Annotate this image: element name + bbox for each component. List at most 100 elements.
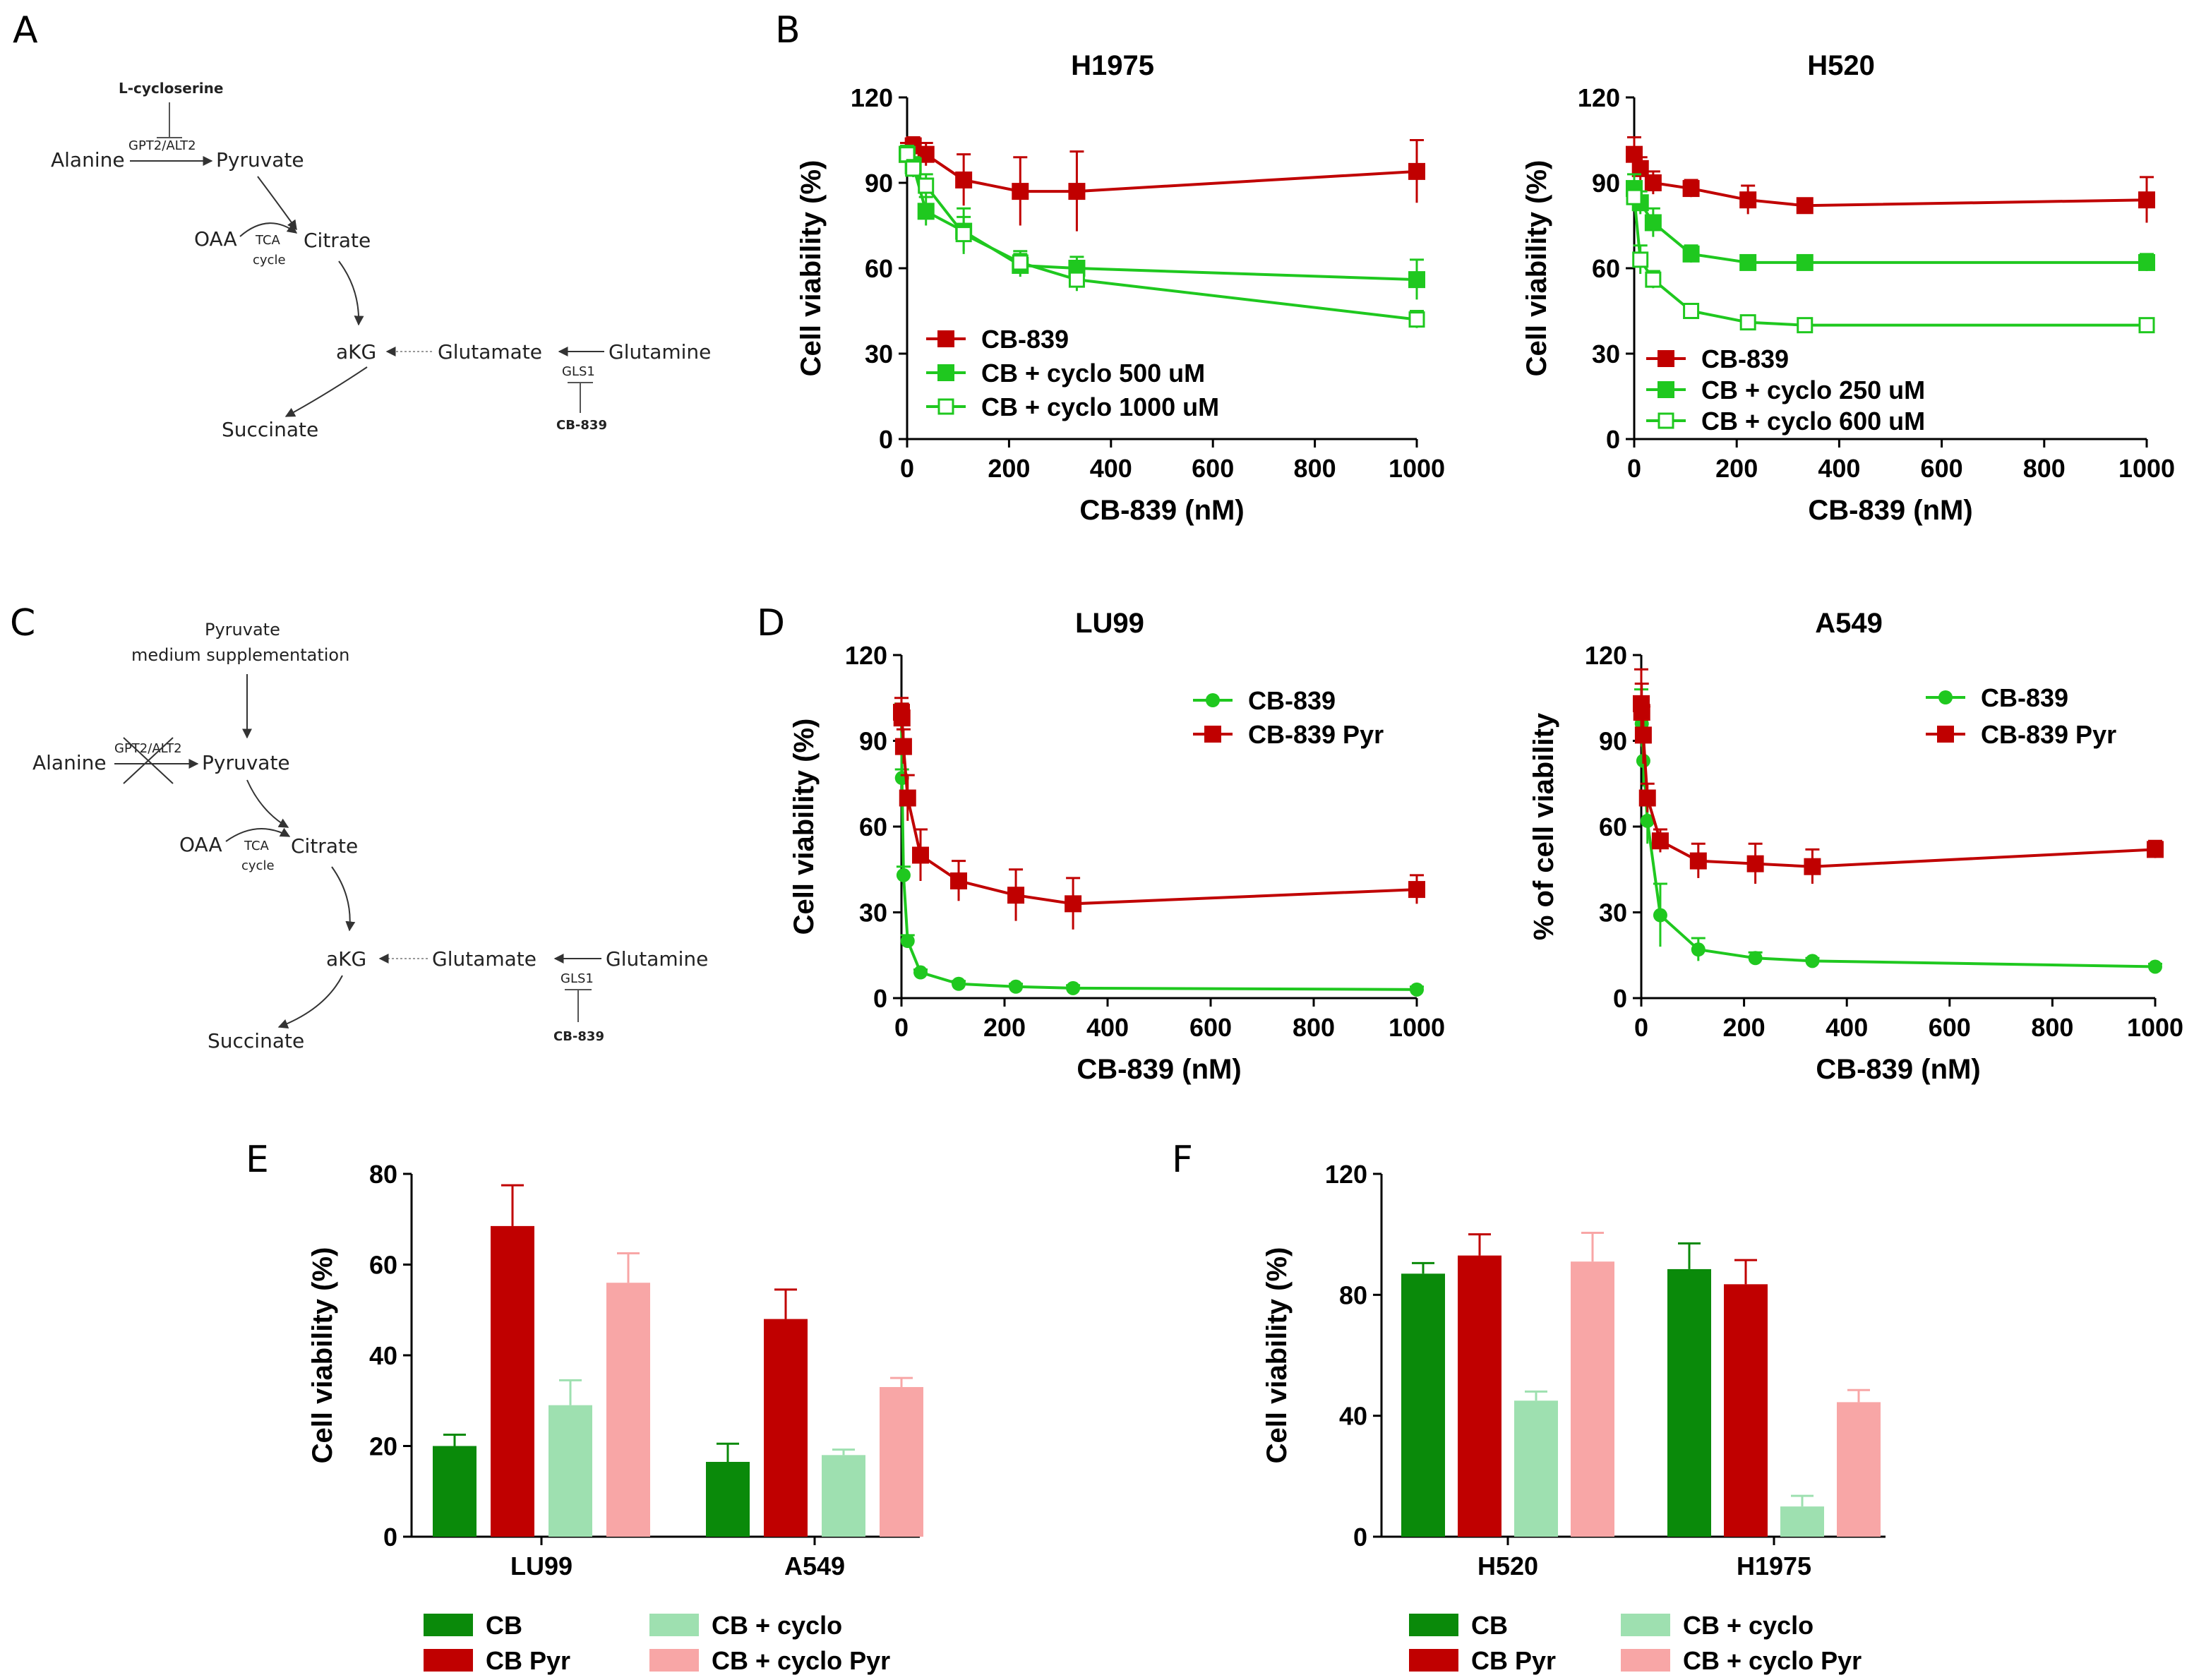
- x-tick-label: 1000: [2118, 454, 2175, 483]
- legend-label: CB-839 Pyr: [1248, 720, 1384, 749]
- legend-marker: [1938, 690, 1953, 704]
- y-tick-label: 60: [369, 1251, 397, 1280]
- pathway-c-arrow-pyruvate-citrate: [246, 779, 289, 828]
- data-point: [905, 160, 922, 177]
- pathway-a-alanine: Alanine: [51, 148, 125, 172]
- data-point: [2147, 841, 2164, 858]
- x-tick-label: 1000: [2127, 1013, 2183, 1042]
- bar: [1667, 1268, 1711, 1537]
- pathway-c-cb839: CB-839: [553, 1029, 604, 1044]
- series-1: [893, 697, 1425, 930]
- series-0: [899, 136, 1425, 232]
- series-line: [900, 712, 1417, 991]
- data-point: [952, 976, 966, 991]
- y-axis-label: Cell viability (%): [796, 160, 827, 377]
- data-point: [1408, 311, 1425, 328]
- y-tick-label: 30: [1599, 899, 1627, 928]
- data-point: [917, 203, 935, 220]
- pathway-a-arrow-akg-succinate: [284, 366, 368, 417]
- x-tick-label: 600: [1929, 1013, 1971, 1042]
- legend-swatch: [1409, 1649, 1458, 1672]
- y-tick-label: 90: [1592, 169, 1620, 198]
- panel-letter-c: C: [10, 602, 35, 644]
- data-point: [1638, 789, 1656, 807]
- bar: [1514, 1400, 1558, 1537]
- y-axis-label: Cell viability (%): [789, 719, 820, 935]
- pathway-a-succinate: Succinate: [222, 418, 318, 441]
- data-point: [1805, 954, 1820, 968]
- data-point: [894, 738, 912, 755]
- data-point: [1644, 214, 1662, 232]
- bar: [764, 1319, 808, 1537]
- legend-marker: [1658, 412, 1674, 429]
- chart-bar-f: 0 40 80 120 Cell viability (%) H520 H1975 CB CB …: [1261, 1160, 1886, 1675]
- x-tick-label: 0: [1634, 1013, 1648, 1042]
- pathway-c-glutamate: Glutamate: [432, 947, 536, 971]
- y-tick-label: 60: [1599, 812, 1627, 841]
- pathway-a-enzyme: GPT2/ALT2: [128, 138, 196, 153]
- pathway-a-pyruvate: Pyruvate: [216, 148, 304, 172]
- y-tick-label: 0: [1353, 1523, 1367, 1552]
- y-tick-label: 60: [859, 812, 887, 841]
- series-1: [1633, 668, 2164, 884]
- pathway-a-arrow-oaa-citrate: [239, 222, 298, 237]
- series-1: [899, 145, 1425, 300]
- x-axis-label: CB-839 (nM): [1816, 1054, 1980, 1085]
- x-tick-label: 600: [1192, 454, 1234, 483]
- y-tick-label: 120: [1325, 1160, 1367, 1189]
- x-axis-label: CB-839 (nM): [1808, 495, 1972, 526]
- pathway-c-pyruvate: Pyruvate: [202, 751, 290, 774]
- bar: [706, 1461, 750, 1537]
- pathway-c-succinate: Succinate: [208, 1029, 304, 1052]
- data-point: [1746, 855, 1764, 872]
- pathway-c-cycle: cycle: [241, 858, 275, 873]
- data-point: [912, 846, 930, 864]
- data-point: [1068, 183, 1086, 200]
- legend-swatch: [1621, 1614, 1670, 1636]
- data-point: [1068, 271, 1085, 288]
- x-tick-label: 600: [1921, 454, 1963, 483]
- y-tick-label: 30: [859, 899, 887, 928]
- data-point: [1682, 245, 1700, 263]
- pathway-a-tca: TCA: [255, 233, 281, 248]
- chart-title: LU99: [1075, 608, 1144, 639]
- x-tick-label: 400: [1826, 1013, 1868, 1042]
- bar: [880, 1386, 923, 1537]
- x-category-label: H520: [1477, 1552, 1538, 1580]
- x-tick-label: 0: [900, 454, 914, 483]
- y-tick-label: 0: [383, 1523, 397, 1552]
- x-tick-label: 800: [2023, 454, 2066, 483]
- data-point: [1689, 852, 1707, 870]
- legend-marker: [1204, 726, 1221, 743]
- legend-label: CB-839: [1248, 686, 1336, 715]
- series-line: [1633, 153, 2147, 208]
- legend-label: CB + cyclo: [712, 1611, 842, 1640]
- legend-swatch: [649, 1649, 699, 1672]
- legend-swatch: [649, 1614, 699, 1636]
- legend-label: CB + cyclo Pyr: [1683, 1646, 1862, 1675]
- data-point: [955, 226, 972, 243]
- pathway-a-inhibitor: L-cycloserine: [119, 80, 223, 97]
- chart-h1975: 0 200 400 600 800 1000 0 30 60 90 120 H1975 CB-839 (…: [796, 50, 1445, 526]
- chart-title: H520: [1807, 50, 1875, 81]
- series-1: [1626, 173, 2155, 272]
- y-tick-label: 0: [873, 984, 887, 1013]
- data-point: [1645, 271, 1662, 288]
- legend-label: CB + cyclo Pyr: [712, 1646, 890, 1675]
- chart-bar-e: 0 20 40 60 80 Cell viability (%) LU99 A549 CB CB …: [307, 1160, 923, 1675]
- pathway-c-tca: TCA: [244, 839, 270, 853]
- pathway-a-cb839: CB-839: [556, 418, 607, 433]
- pathway-c-akg: aKG: [326, 947, 366, 971]
- data-point: [1653, 908, 1667, 923]
- y-tick-label: 90: [1599, 727, 1627, 756]
- legend-marker: [937, 398, 954, 415]
- series-line: [1633, 188, 2147, 264]
- y-tick-label: 60: [865, 254, 893, 283]
- legend-marker: [1658, 350, 1674, 367]
- pathway-c-arrow-citrate-akg: [331, 866, 356, 932]
- legend-label: CB-839: [1701, 344, 1789, 373]
- x-tick-label: 400: [1090, 454, 1132, 483]
- legend-label: CB + cyclo: [1683, 1611, 1814, 1640]
- pathway-diagram-a: L-cycloserine Alanine GPT2/ALT2 Pyruvate…: [51, 80, 711, 441]
- series-line: [906, 153, 1417, 321]
